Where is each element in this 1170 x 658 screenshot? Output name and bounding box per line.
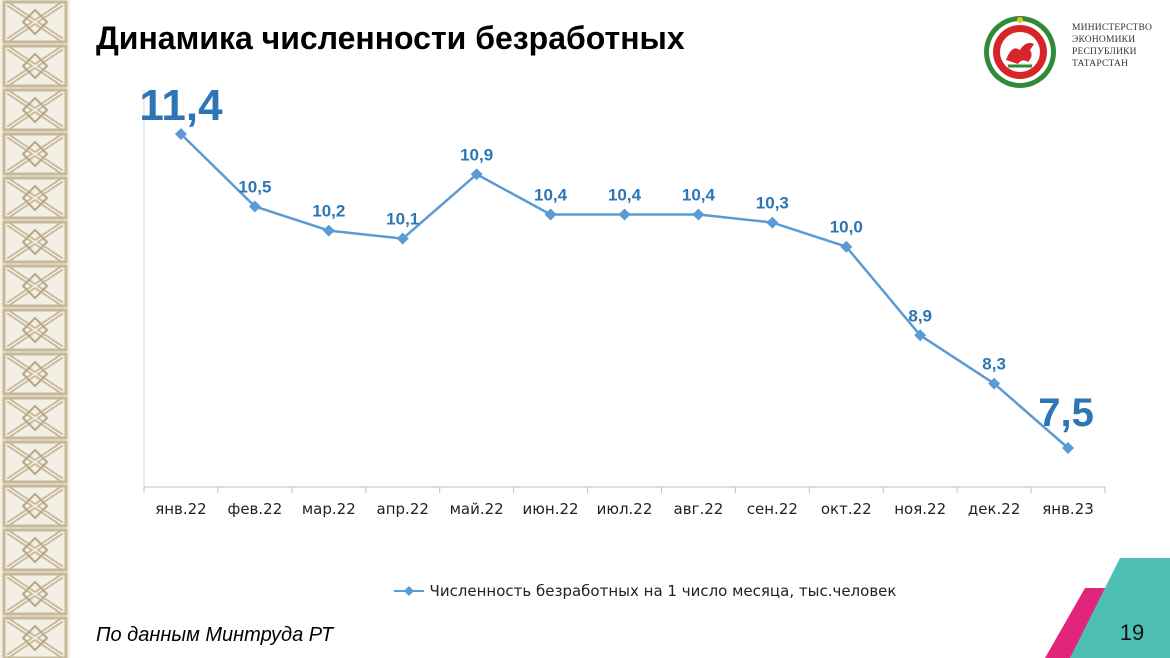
ministry-line: ЭКОНОМИКИ [1072, 35, 1136, 45]
page-title: Динамика численности безработных [96, 20, 685, 56]
series-line [180, 133, 1069, 449]
ornament-border [0, 0, 70, 658]
x-tick-label: янв.22 [155, 500, 207, 518]
data-label: 10,2 [312, 202, 345, 221]
x-tick-label: апр.22 [377, 500, 429, 518]
corner-decoration [1045, 558, 1170, 658]
data-point [470, 168, 483, 181]
data-label: 10,0 [830, 218, 863, 237]
data-label: 8,3 [982, 355, 1006, 374]
tatarstan-emblem-icon [984, 16, 1056, 88]
x-tick-label: мар.22 [302, 500, 356, 518]
data-point [1062, 442, 1075, 454]
data-point [174, 128, 187, 140]
data-point [396, 232, 409, 245]
x-tick-label: ноя.22 [894, 500, 946, 518]
data-point [248, 200, 261, 213]
data-label: 10,4 [682, 186, 716, 205]
x-tick-label: авг.22 [674, 500, 724, 518]
source-note: По данным Минтруда РТ [96, 624, 334, 646]
data-label: 10,4 [534, 186, 568, 205]
data-point [544, 208, 557, 221]
ministry-line: ТАТАРСТАН [1072, 59, 1129, 69]
data-point [692, 208, 705, 221]
x-tick-label: сен.22 [747, 500, 798, 518]
data-label: 10,9 [460, 145, 493, 164]
data-point [914, 329, 927, 342]
page-number: 19 [1119, 620, 1145, 645]
x-tick-label: дек.22 [968, 500, 1021, 518]
data-label: 10,5 [238, 177, 271, 196]
x-tick-label: июл.22 [597, 500, 653, 518]
x-tick-label: фев.22 [228, 500, 283, 518]
ministry-name: МИНИСТЕРСТВО ЭКОНОМИКИ РЕСПУБЛИКИ ТАТАРС… [1072, 22, 1164, 70]
data-label: 7,5 [1038, 391, 1094, 435]
legend-marker-icon [393, 586, 424, 596]
data-label: 10,1 [386, 210, 419, 229]
data-label: 8,9 [908, 306, 932, 325]
legend-label: Численность безработных на 1 число месяц… [429, 582, 897, 600]
data-label: 10,3 [756, 194, 789, 213]
x-tick-label: май.22 [450, 500, 504, 518]
data-label: 11,4 [139, 81, 223, 130]
data-point [322, 224, 335, 237]
data-point [618, 208, 631, 221]
x-tick-label: окт.22 [821, 500, 872, 518]
x-tick-label: янв.23 [1042, 500, 1094, 518]
chart-legend: Численность безработных на 1 число месяц… [0, 582, 1170, 600]
data-point [840, 240, 853, 253]
ministry-line: МИНИСТЕРСТВО [1072, 23, 1153, 33]
ministry-line: РЕСПУБЛИКИ [1072, 47, 1137, 57]
x-tick-label: июн.22 [523, 500, 579, 518]
data-label: 10,4 [608, 186, 642, 205]
data-point [988, 377, 1001, 390]
data-point [766, 216, 779, 229]
